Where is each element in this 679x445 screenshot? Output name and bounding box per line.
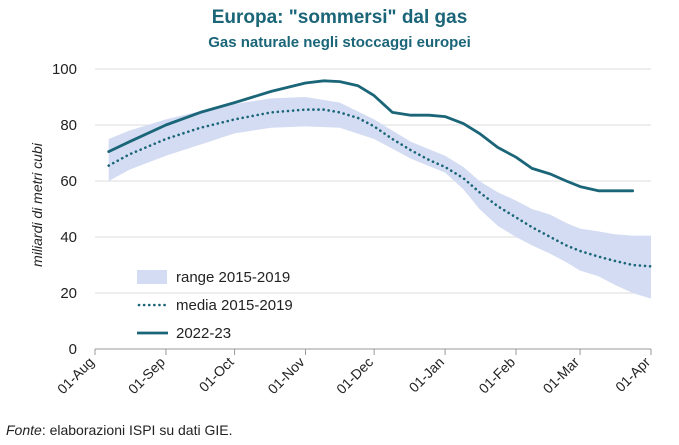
x-tick-label-01-Aug: 01-Aug xyxy=(54,354,97,397)
y-tick-label-0: 0 xyxy=(69,341,77,358)
source-text: : elaborazioni ISPI su dati GIE. xyxy=(41,422,233,438)
y-axis-label: miliardi di metri cubi xyxy=(29,142,45,267)
plot-series xyxy=(107,79,653,299)
y-tick-label-40: 40 xyxy=(60,229,77,246)
series-2022-23 xyxy=(107,79,635,193)
legend-item-0: range 2015-2019 xyxy=(137,269,290,286)
legend-label-0: range 2015-2019 xyxy=(176,269,290,286)
chart-title: Europa: "sommersi" dal gas xyxy=(211,7,468,28)
legend-label-2: 2022-23 xyxy=(176,325,231,342)
legend-label-1: media 2015-2019 xyxy=(176,297,293,314)
x-tick-labels: 01-Aug 01-Sep 01-Oct 01-Nov 01-Dec 01-Jan 01-F… xyxy=(54,354,653,397)
y-tick-labels: 0 20 40 60 80 100 xyxy=(52,61,77,358)
x-tick-label-01-Sep: 01-Sep xyxy=(125,354,168,397)
x-tick-label-01-Nov: 01-Nov xyxy=(264,354,307,397)
source-label: Fonte xyxy=(6,422,42,438)
y-tick-label-20: 20 xyxy=(60,285,77,302)
legend: range 2015-2019 media 2015-2019 2022-23 xyxy=(137,269,293,342)
y-tick-label-100: 100 xyxy=(52,61,77,78)
x-tick-label-01-Dec: 01-Dec xyxy=(333,354,376,397)
x-axis xyxy=(94,348,652,355)
x-tick-label-01-Feb: 01-Feb xyxy=(475,354,518,397)
x-tick-label-01-Apr: 01-Apr xyxy=(612,354,653,395)
legend-swatch-range xyxy=(137,270,167,284)
chart-subtitle: Gas naturale negli stoccaggi europei xyxy=(208,34,471,51)
x-tick-label-01-Oct: 01-Oct xyxy=(196,354,237,395)
x-tick-label-01-Mar: 01-Mar xyxy=(540,354,583,397)
y-tick-label-80: 80 xyxy=(60,117,77,134)
series-media-2015-2019 xyxy=(107,108,653,268)
source-note: Fonte: elaborazioni ISPI su dati GIE. xyxy=(6,422,232,438)
legend-item-2: 2022-23 xyxy=(137,325,231,342)
y-tick-label-60: 60 xyxy=(60,173,77,190)
x-tick-label-01-Jan: 01-Jan xyxy=(406,354,448,396)
series-range-2015-2019 xyxy=(108,97,651,299)
legend-item-1: media 2015-2019 xyxy=(137,297,293,314)
